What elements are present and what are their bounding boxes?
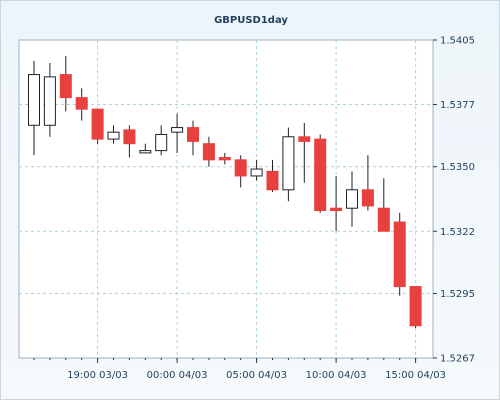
candle xyxy=(282,127,295,202)
y-tick-label: 1.5350 xyxy=(440,162,475,173)
candle xyxy=(155,125,168,156)
candle-body-bear xyxy=(59,74,72,99)
candle-body-bull xyxy=(43,76,56,126)
candle xyxy=(314,134,327,213)
candle-body-bull xyxy=(346,189,358,209)
candle-body-bear xyxy=(91,108,104,140)
candle xyxy=(59,56,72,112)
candle-body-bull xyxy=(107,131,120,140)
candle-body-bear xyxy=(314,138,327,212)
x-tick-label: 00:00 04/03 xyxy=(147,370,208,381)
y-tick-label: 1.5295 xyxy=(440,289,475,300)
candle-body-bear xyxy=(266,170,279,191)
candle xyxy=(43,63,56,137)
candle xyxy=(346,171,358,227)
candle xyxy=(393,212,406,296)
candle-body-bull xyxy=(171,127,184,133)
x-tick-label: 10:00 04/03 xyxy=(306,370,367,381)
x-tick-label: 19:00 03/03 xyxy=(67,370,128,381)
candle xyxy=(377,178,390,232)
candle-body-bear xyxy=(377,207,390,232)
candle-body-bull xyxy=(250,168,263,177)
candle-body-bear xyxy=(330,207,343,212)
candle-body-bull xyxy=(139,150,152,154)
candle xyxy=(28,60,40,156)
candle-body-bear xyxy=(75,97,88,110)
candle xyxy=(187,120,199,156)
candle xyxy=(298,122,311,183)
candle xyxy=(234,155,247,188)
x-tick-label: 05:00 04/03 xyxy=(226,370,287,381)
candle xyxy=(75,88,88,121)
y-tick-label: 1.5267 xyxy=(440,354,475,365)
candle-body-bear xyxy=(123,129,136,145)
candle-body-bear xyxy=(298,136,311,142)
candle-body-bear xyxy=(361,189,374,207)
candle xyxy=(409,286,422,329)
x-tick-label: 15:00 04/03 xyxy=(385,370,446,381)
candle-body-bear xyxy=(234,159,247,177)
candle-body-bull xyxy=(155,133,168,152)
candle xyxy=(330,175,343,232)
y-tick-label: 1.5377 xyxy=(440,100,475,111)
candle xyxy=(139,143,152,154)
candle xyxy=(91,108,104,144)
candle-body-bull xyxy=(28,74,40,126)
axes: 1.5405 1.5377 1.5350 1.5322 1.5295 1.5267 19:0… xyxy=(33,36,475,381)
candle xyxy=(202,136,215,167)
candle xyxy=(123,125,136,158)
candle xyxy=(171,113,184,153)
candles xyxy=(28,56,422,329)
candle-body-bear xyxy=(202,143,215,161)
candle xyxy=(218,152,231,165)
candle xyxy=(361,155,374,211)
candle xyxy=(250,159,263,181)
y-tick-label: 1.5322 xyxy=(440,227,475,238)
candle-body-bear xyxy=(218,157,231,161)
candle xyxy=(266,159,279,193)
candle-body-bear xyxy=(409,286,422,327)
candle-body-bear xyxy=(393,221,406,288)
chart-title: GBPUSD1day xyxy=(214,15,288,26)
candle-body-bear xyxy=(187,127,199,142)
candle xyxy=(107,125,120,144)
candle-body-bull xyxy=(282,136,295,191)
y-tick-label: 1.5405 xyxy=(440,36,475,47)
